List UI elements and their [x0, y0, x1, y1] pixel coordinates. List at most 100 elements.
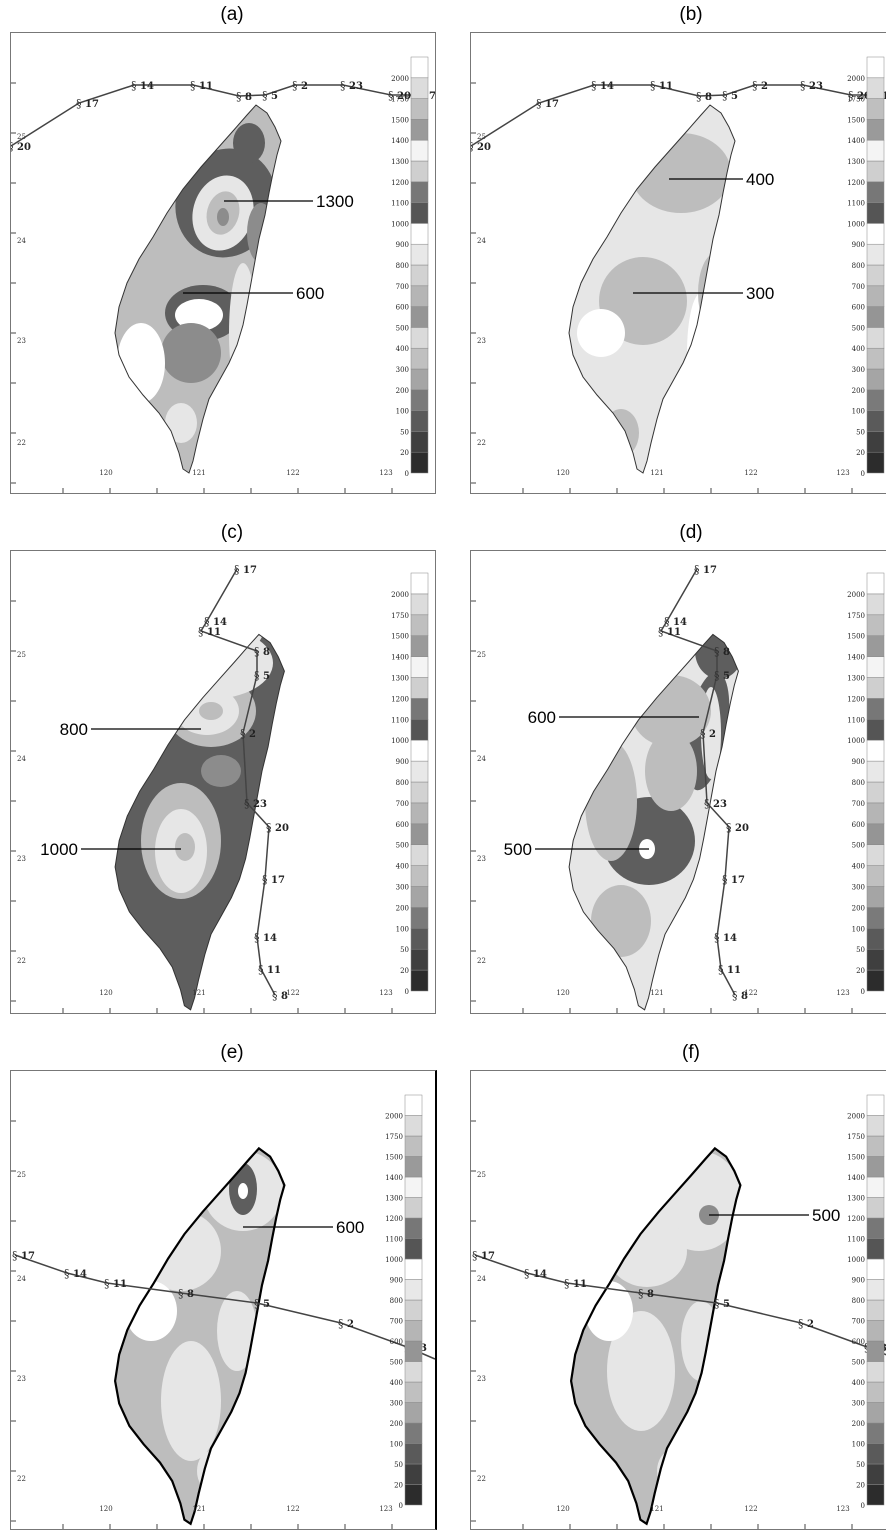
legend-swatch	[866, 1463, 885, 1485]
lon-tick-label: 120	[556, 469, 569, 477]
legend-swatch	[410, 719, 429, 741]
lat-tick-label: 23	[477, 337, 486, 345]
legend-swatch	[866, 1238, 885, 1260]
lat-tick-label: 25	[477, 1171, 486, 1179]
legend-swatch	[410, 285, 429, 307]
legend-d: 0 20 50 100 200 300 400 500 600 700 800 900 1000 1100…	[847, 572, 885, 996]
legend-level-label: 1400	[391, 654, 409, 662]
legend-level-label: 800	[396, 262, 409, 270]
track-hour-label: 23	[253, 799, 267, 810]
track-line	[14, 1254, 435, 1360]
legend-swatch	[866, 243, 885, 266]
legend-swatch	[410, 77, 429, 99]
island-outline	[568, 633, 739, 1011]
legend-level-label: 2000	[391, 75, 409, 83]
legend-level-label: 600	[852, 304, 865, 312]
legend-swatch	[404, 1156, 423, 1178]
track-hour-label: 14	[723, 933, 737, 944]
legend-swatch	[410, 327, 429, 349]
legend-swatch	[410, 243, 429, 266]
track-hour-label: 8	[741, 991, 748, 1002]
track-hour-label: 8	[187, 1289, 194, 1300]
legend-level-label: 1100	[391, 200, 409, 208]
lon-tick-label: 123	[836, 1505, 849, 1513]
legend-swatch	[410, 781, 429, 804]
typhoon-symbol: §	[262, 89, 268, 102]
track-hour-label: 5	[723, 671, 730, 682]
track-line	[659, 568, 736, 996]
track-hour-label: 2	[807, 1319, 814, 1330]
panel-f-title: (f)	[682, 1042, 700, 1063]
legend-level-label: 50	[394, 1461, 403, 1469]
legend-level-label: 400	[390, 1379, 403, 1387]
legend-level-label: 700	[852, 1318, 865, 1326]
legend-level-label: 600	[390, 1338, 403, 1346]
legend-swatch	[866, 1320, 885, 1342]
legend-level-label: 100	[852, 408, 865, 416]
panel-a-map: §20§17§14§11§8§5§2§23§20§17 1300 600 0 20 50 1…	[10, 32, 436, 494]
legend-level-label: 0	[861, 470, 865, 478]
lon-tick-label: 123	[379, 1505, 392, 1513]
legend-level-label: 900	[390, 1277, 403, 1285]
lon-tick-label: 123	[379, 469, 392, 477]
legend-level-label: 700	[852, 283, 865, 291]
track-hour-label: 5	[723, 1299, 730, 1310]
typhoon-symbol: §	[254, 1297, 260, 1310]
rainfall-contour	[229, 263, 257, 403]
legend-swatch	[410, 119, 429, 141]
legend-swatch	[404, 1340, 423, 1362]
lat-tick-label: 24	[17, 1275, 26, 1283]
lat-tick-label: 22	[17, 439, 26, 447]
track-hour-label: 17	[21, 1251, 35, 1262]
legend-level-label: 1000	[847, 1256, 865, 1264]
lat-tick-label: 24	[477, 755, 486, 763]
legend-level-label: 500	[396, 324, 409, 332]
legend-swatch	[410, 698, 429, 720]
lon-tick-label: 122	[286, 469, 299, 477]
legend-swatch	[410, 368, 429, 391]
typhoon-symbol: §	[254, 931, 260, 944]
legend-level-label: 1100	[391, 716, 409, 724]
legend-swatch	[866, 656, 885, 678]
typhoon-symbol: §	[254, 645, 260, 658]
track-hour-label: 20	[477, 142, 491, 153]
legend-level-label: 400	[396, 345, 409, 353]
lon-tick-label: 121	[192, 989, 205, 997]
panel-e-title: (e)	[220, 1042, 244, 1063]
legend-swatch	[410, 431, 429, 453]
legend-swatch	[866, 451, 885, 474]
track-hour-label: 14	[263, 933, 277, 944]
taiwan-map-b	[568, 104, 736, 474]
legend-swatch	[866, 969, 885, 992]
taiwan-map-a	[114, 104, 282, 474]
typhoon-symbol: §	[638, 1287, 644, 1300]
legend-swatch	[866, 572, 885, 595]
typhoon-track-c: § 17§ 14§ 11§ 8§ 5§ 2§ 23§ 20§ 17§ 14§ 11§ 8	[198, 563, 289, 1002]
legend-swatch	[410, 56, 429, 79]
lat-tick-label: 23	[17, 855, 26, 863]
callout-value: 600	[528, 708, 556, 727]
legend-swatch	[866, 285, 885, 307]
legend-level-label: 50	[856, 1461, 865, 1469]
legend-swatch	[410, 347, 429, 370]
typhoon-symbol: §	[64, 1267, 70, 1280]
legend-swatch	[866, 719, 885, 741]
legend-swatch	[866, 1381, 885, 1403]
rainfall-contour	[175, 833, 195, 861]
legend-swatch	[866, 264, 885, 287]
legend-swatch	[410, 802, 429, 825]
legend-swatch	[404, 1279, 423, 1301]
lat-tick-label: 25	[477, 133, 486, 141]
lat-tick-label: 23	[17, 337, 26, 345]
rainfall-contour	[607, 1311, 675, 1431]
lat-tick-label: 25	[17, 651, 26, 659]
track-hour-label: 2	[761, 81, 768, 92]
legend-swatch	[404, 1484, 423, 1506]
rainfall-contour	[238, 1183, 248, 1199]
track-hour-label: 8	[245, 92, 252, 103]
legend-swatch	[410, 865, 429, 887]
taiwan-map-f	[569, 1146, 742, 1526]
typhoon-symbol: §	[658, 625, 664, 638]
legend-f: 0 20 50 100 200 300 400 500 600 700 800 900 1000 1100…	[847, 1094, 885, 1510]
